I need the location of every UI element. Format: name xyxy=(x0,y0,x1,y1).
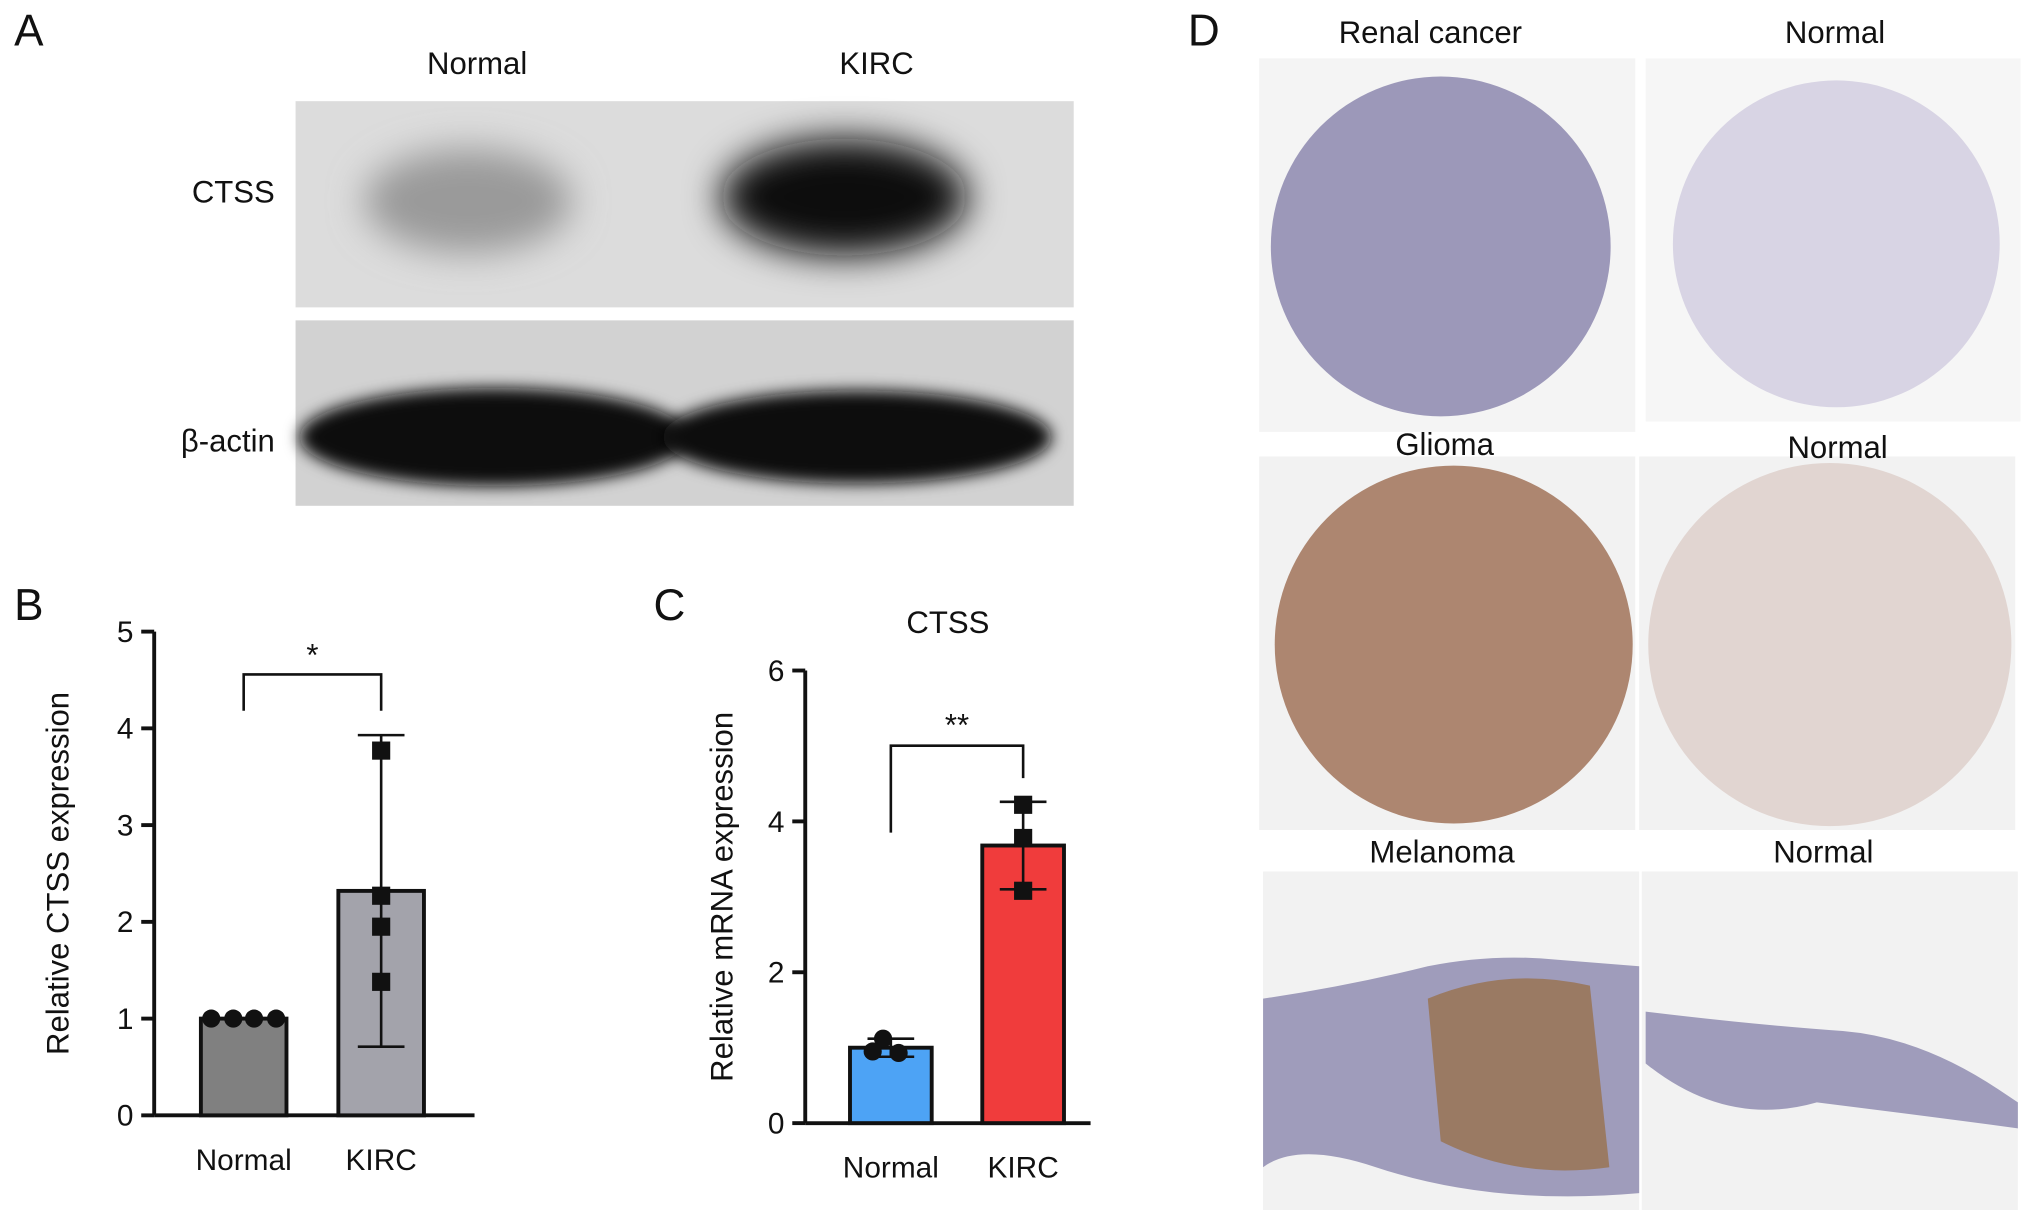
y-tick-label: 1 xyxy=(117,1003,134,1036)
data-point xyxy=(889,1043,908,1063)
significance-label: ** xyxy=(945,707,969,742)
y-tick-label: 2 xyxy=(117,906,134,939)
y-axis-label: Relative CTSS expression xyxy=(41,692,76,1055)
y-axis-label: Relative mRNA expression xyxy=(705,712,740,1082)
x-tick-label: KIRC xyxy=(346,1144,417,1177)
data-point xyxy=(1014,795,1033,814)
y-tick-label: 4 xyxy=(117,713,134,746)
x-tick-label: Normal xyxy=(843,1152,939,1185)
data-point xyxy=(1014,828,1033,848)
data-point xyxy=(372,972,391,991)
data-point xyxy=(873,1029,893,1048)
y-tick-label: 2 xyxy=(768,957,785,990)
data-point xyxy=(372,741,391,760)
data-point xyxy=(863,1042,882,1061)
significance-bracket xyxy=(889,744,1025,833)
y-tick-label: 5 xyxy=(117,616,134,649)
western-blot: Normal KIRC CTSS β-actin xyxy=(181,46,1074,506)
panel-label: A xyxy=(14,6,44,55)
band-label: CTSS xyxy=(192,174,275,209)
x-tick-label: KIRC xyxy=(988,1152,1059,1185)
lane-label: Normal xyxy=(427,46,527,81)
data-point xyxy=(244,1009,264,1028)
y-tick-label: 3 xyxy=(117,809,134,842)
lane-label: KIRC xyxy=(839,46,913,81)
panel-label: B xyxy=(14,581,43,630)
ihc-title: Glioma xyxy=(1395,427,1494,462)
bar xyxy=(198,1016,289,1118)
y-tick-label: 4 xyxy=(768,806,785,839)
y-tick-label: 6 xyxy=(768,655,785,688)
ihc-title: Normal xyxy=(1773,834,1873,869)
ihc-title: Normal xyxy=(1785,15,1885,50)
data-point xyxy=(372,917,391,936)
panel-label: D xyxy=(1188,6,1220,55)
significance-bracket xyxy=(242,673,383,711)
data-point xyxy=(267,1009,286,1028)
band-label: β-actin xyxy=(181,423,275,458)
ihc-title: Renal cancer xyxy=(1339,15,1522,50)
bar xyxy=(848,1045,934,1126)
ihc-title: Normal xyxy=(1787,430,1887,465)
x-tick-label: Normal xyxy=(196,1144,292,1177)
data-point xyxy=(224,1009,243,1028)
panel-label: C xyxy=(654,581,686,630)
chart-title: CTSS xyxy=(906,605,989,640)
y-tick-label: 0 xyxy=(117,1100,134,1133)
ihc-panel: Renal cancer Normal Glioma Normal Melano… xyxy=(1259,15,2021,1211)
data-point xyxy=(202,1009,221,1028)
y-tick-label: 0 xyxy=(768,1108,785,1141)
ihc-title: Melanoma xyxy=(1369,834,1515,869)
significance-label: * xyxy=(306,637,318,672)
data-point xyxy=(372,886,391,905)
data-point xyxy=(1014,881,1033,900)
